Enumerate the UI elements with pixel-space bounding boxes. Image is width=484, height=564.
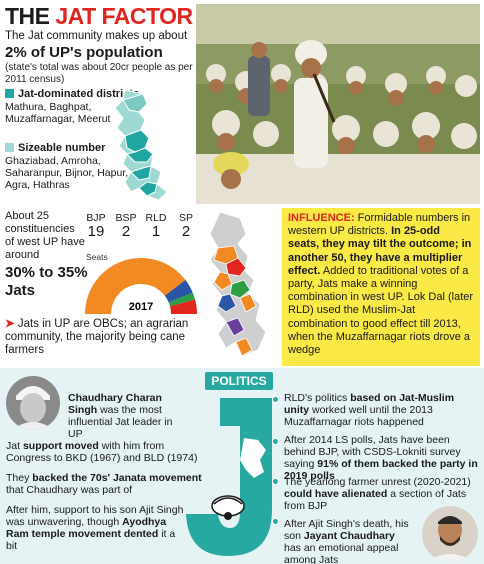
politics-section: POLITICS Chaudhary Charan Singh was the … bbox=[0, 368, 484, 564]
ajit-singh-note: After him, support to his son Ajit Singh… bbox=[6, 504, 184, 552]
legend-jat-dominated-label: Jat-dominated districts bbox=[18, 88, 140, 100]
party-rld: RLD 1 bbox=[142, 212, 170, 240]
donut-slice-bjp bbox=[85, 258, 186, 314]
party-bjp-seats: 19 bbox=[87, 223, 105, 240]
party-rld-seats: 1 bbox=[151, 223, 161, 240]
janata-text-b: backed the 70s' Janata movement bbox=[32, 472, 202, 484]
farmers-protest-photo bbox=[196, 4, 480, 204]
legend-sizeable: Sizeable number bbox=[5, 142, 105, 155]
turban-icon bbox=[211, 495, 245, 520]
janata-note: They backed the 70s' Janata movement tha… bbox=[6, 472, 202, 496]
donut-center-label: 2017 bbox=[129, 301, 153, 313]
donut-slice-sp bbox=[169, 299, 197, 314]
support-moved-text-a: Jat bbox=[6, 440, 23, 452]
legend-jat-dominated: Jat-dominated districts bbox=[5, 88, 139, 101]
legend-dark-swatch bbox=[5, 89, 14, 98]
jayant-text-a: After Ajit Singh's death, his son bbox=[284, 518, 409, 542]
influence-text-1: Formidable numbers in western UP distric… bbox=[288, 212, 471, 238]
jayant-text-b: Jayant Chaudhary bbox=[303, 530, 395, 542]
party-sp-seats: 2 bbox=[181, 223, 191, 240]
influence-text-bold: In 25-odd seats, they may tilt the outco… bbox=[288, 225, 472, 277]
donut-slice-bsp bbox=[164, 279, 193, 303]
party-bjp: BJP 19 bbox=[82, 212, 110, 240]
ls-text-b: 91% of them backed the party in 2019 pol… bbox=[284, 458, 478, 482]
party-sp: SP 2 bbox=[172, 212, 200, 240]
timeline-dot bbox=[272, 518, 279, 525]
influence-text-2: Added to traditional votes of a party, J… bbox=[288, 264, 474, 357]
jayant-note: After Ajit Singh's death, his son Jayant… bbox=[284, 518, 414, 564]
ajit-text-a: After him, support to his son Ajit Singh… bbox=[6, 504, 184, 528]
influence-box: INFLUENCE: Formidable numbers in western… bbox=[282, 208, 480, 366]
timeline-dot bbox=[272, 396, 279, 403]
party-bjp-name: BJP bbox=[86, 212, 106, 224]
farmer-unrest-note: The yearlong farmer unrest (2020-2021) c… bbox=[284, 476, 480, 512]
obc-note: ➤ Jats in UP are OBCs; an agrarian commu… bbox=[5, 318, 197, 357]
party-bsp: BSP 2 bbox=[112, 212, 140, 240]
charan-singh-note: Chaudhary Charan Singh was the most infl… bbox=[68, 392, 188, 440]
letter-j-graphic bbox=[186, 398, 272, 556]
donut-slice-rld bbox=[168, 292, 196, 307]
ls-text-a: After 2014 LS polls, Jats have been behi… bbox=[284, 434, 461, 470]
obc-note-text: Jats in UP are OBCs; an agrarian communi… bbox=[5, 318, 189, 356]
party-bsp-seats: 2 bbox=[121, 223, 131, 240]
west-up-map bbox=[114, 89, 168, 201]
rld-text-c: worked well until the 2013 Muzaffarnagar… bbox=[284, 404, 433, 428]
timeline-dot bbox=[272, 478, 279, 485]
support-moved-text-b: support moved bbox=[22, 440, 99, 452]
janata-text-c: that Chaudhary was part of bbox=[6, 484, 133, 496]
jayant-chaudhary-portrait bbox=[422, 506, 478, 562]
charan-singh-name: Chaudhary Charan Singh bbox=[68, 392, 162, 416]
census-note: (state's total was about 20cr people as … bbox=[5, 62, 193, 85]
ls-polls-note: After 2014 LS polls, Jats have been behi… bbox=[284, 434, 480, 482]
rld-note: RLD's politics based on Jat-Muslim unity… bbox=[284, 392, 480, 428]
top-section: THE JAT FACTOR The Jat community makes u… bbox=[0, 0, 484, 205]
legend-sizeable-label: Sizeable number bbox=[18, 142, 106, 154]
farmer-text-c: a section of Jats from BJP bbox=[284, 488, 467, 512]
support-moved-note: Jat support moved with him from Congress… bbox=[6, 440, 202, 464]
party-sp-name: SP bbox=[178, 212, 193, 224]
constituency-text: About 25 constituencies of west UP have … bbox=[5, 210, 85, 261]
influence-heading: INFLUENCE: bbox=[288, 212, 355, 224]
support-moved-text-c: with him from Congress to BKD (1967) and… bbox=[6, 440, 198, 464]
jayant-text-c: has an emotional appeal among Jats bbox=[284, 542, 399, 564]
legend-light-swatch bbox=[5, 143, 14, 152]
rld-text-a: RLD's politics bbox=[284, 392, 351, 404]
party-bsp-name: BSP bbox=[115, 212, 137, 224]
arrow-icon: ➤ bbox=[5, 318, 18, 330]
timeline-dot bbox=[272, 438, 279, 445]
rld-text-b: based on Jat-Muslim unity bbox=[284, 392, 455, 416]
jat-dominated-list: Mathura, Baghpat, Muzaffarnagar, Meerut bbox=[5, 101, 111, 125]
page-title: THE JAT FACTOR bbox=[5, 2, 193, 30]
constituency-panel: About 25 constituencies of west UP have … bbox=[0, 206, 200, 366]
farmer-text-a: The yearlong farmer unrest (2020-2021) bbox=[284, 476, 471, 488]
politics-badge: POLITICS bbox=[205, 372, 273, 390]
sizeable-list: Ghaziabad, Amroha, Saharanpur, Bijnor, H… bbox=[5, 155, 129, 191]
seats-label: Seats bbox=[86, 252, 108, 262]
party-rld-name: RLD bbox=[145, 212, 167, 224]
title-jat-factor: JAT FACTOR bbox=[55, 3, 193, 29]
seats-donut-chart: 2017 bbox=[85, 258, 197, 314]
jat-share-stat: 30% to 35% Jats bbox=[5, 264, 88, 299]
population-stat: 2% of UP's population bbox=[5, 44, 163, 61]
charan-singh-desc: was the most influential Jat leader in U… bbox=[68, 404, 173, 440]
west-up-district-map bbox=[209, 211, 267, 357]
farmer-text-b: could have alienated bbox=[284, 488, 388, 500]
charan-singh-portrait bbox=[6, 376, 60, 430]
title-the: THE bbox=[5, 3, 56, 29]
janata-text-a: They bbox=[6, 472, 33, 484]
ajit-text-c: it a bit bbox=[6, 528, 176, 552]
intro-text: The Jat community makes up about bbox=[5, 30, 188, 42]
ajit-text-b: Ayodhya Ram temple movement dented bbox=[6, 516, 167, 540]
